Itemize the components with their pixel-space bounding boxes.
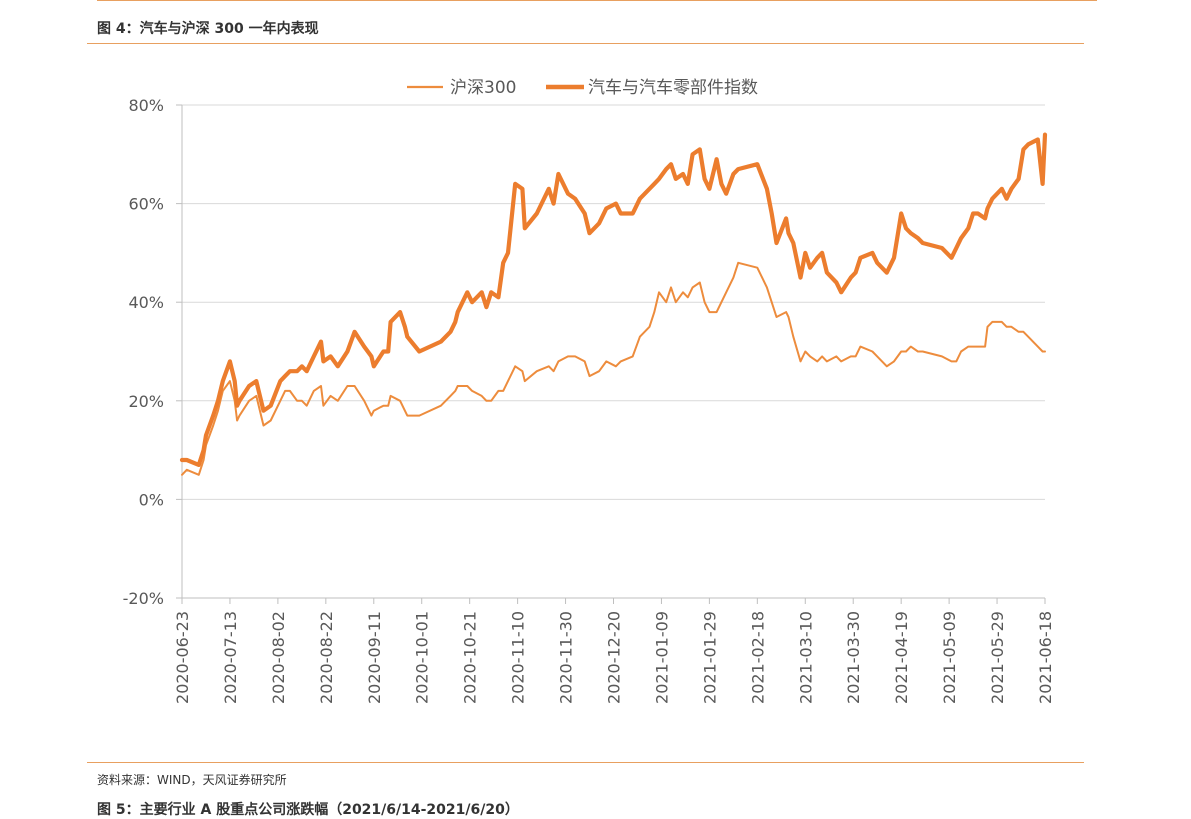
next-figure-title: 图 5：主要行业 A 股重点公司涨跌幅（2021/6/14-2021/6/20） — [97, 802, 519, 818]
y-tick-label: -20% — [123, 589, 164, 608]
legend-label-hs300: 沪深300 — [450, 78, 516, 98]
source-rule — [87, 762, 1084, 763]
x-tick-label: 2021-03-10 — [796, 611, 815, 704]
series-lines — [179, 132, 1048, 476]
gridlines — [182, 104, 1045, 599]
title-rule — [87, 43, 1084, 44]
x-tick-label: 2021-03-30 — [844, 611, 863, 704]
x-tick-label: 2020-07-13 — [221, 611, 240, 704]
y-tick-label: 0% — [139, 490, 164, 509]
source-note: 资料来源：WIND，天风证券研究所 — [97, 773, 287, 787]
x-tick-label: 2021-01-09 — [652, 611, 671, 704]
series-line-hs300 — [181, 261, 1046, 476]
y-tick-label: 20% — [128, 392, 164, 411]
legend: 沪深300 汽车与汽车零部件指数 — [407, 78, 758, 98]
y-tick-label: 60% — [128, 195, 164, 214]
x-axis: 2020-06-23 2020-07-13 2020-08-02 2020-08-22… — [173, 597, 1055, 704]
y-axis: -20% 0% 20% 40% 60% 80% — [123, 96, 183, 608]
x-tick-label: 2021-04-19 — [892, 611, 911, 704]
x-tick-label: 2021-06-18 — [1036, 611, 1055, 704]
x-tick-label: 2021-05-29 — [988, 611, 1007, 704]
y-tick-label: 80% — [128, 96, 164, 115]
x-tick-label: 2020-08-22 — [317, 611, 336, 704]
figure-title: 图 4：汽车与沪深 300 一年内表现 — [97, 21, 319, 37]
x-tick-label: 2020-10-21 — [461, 611, 480, 704]
x-tick-label: 2020-08-02 — [269, 611, 288, 704]
x-tick-label: 2020-11-10 — [509, 611, 528, 704]
series-line-auto — [179, 132, 1048, 467]
x-tick-label: 2020-10-01 — [413, 611, 432, 704]
x-tick-label: 2020-12-20 — [605, 611, 624, 704]
x-tick-label: 2020-09-11 — [365, 611, 384, 704]
x-tick-label: 2021-01-29 — [700, 611, 719, 704]
x-tick-label: 2021-02-18 — [748, 611, 767, 704]
x-tick-label: 2020-06-23 — [173, 611, 192, 704]
x-tick-label: 2020-11-30 — [557, 611, 576, 704]
y-tick-label: 40% — [128, 293, 164, 312]
x-tick-label: 2021-05-09 — [940, 611, 959, 704]
top-rule — [97, 0, 1097, 1]
legend-label-auto: 汽车与汽车零部件指数 — [588, 78, 758, 98]
